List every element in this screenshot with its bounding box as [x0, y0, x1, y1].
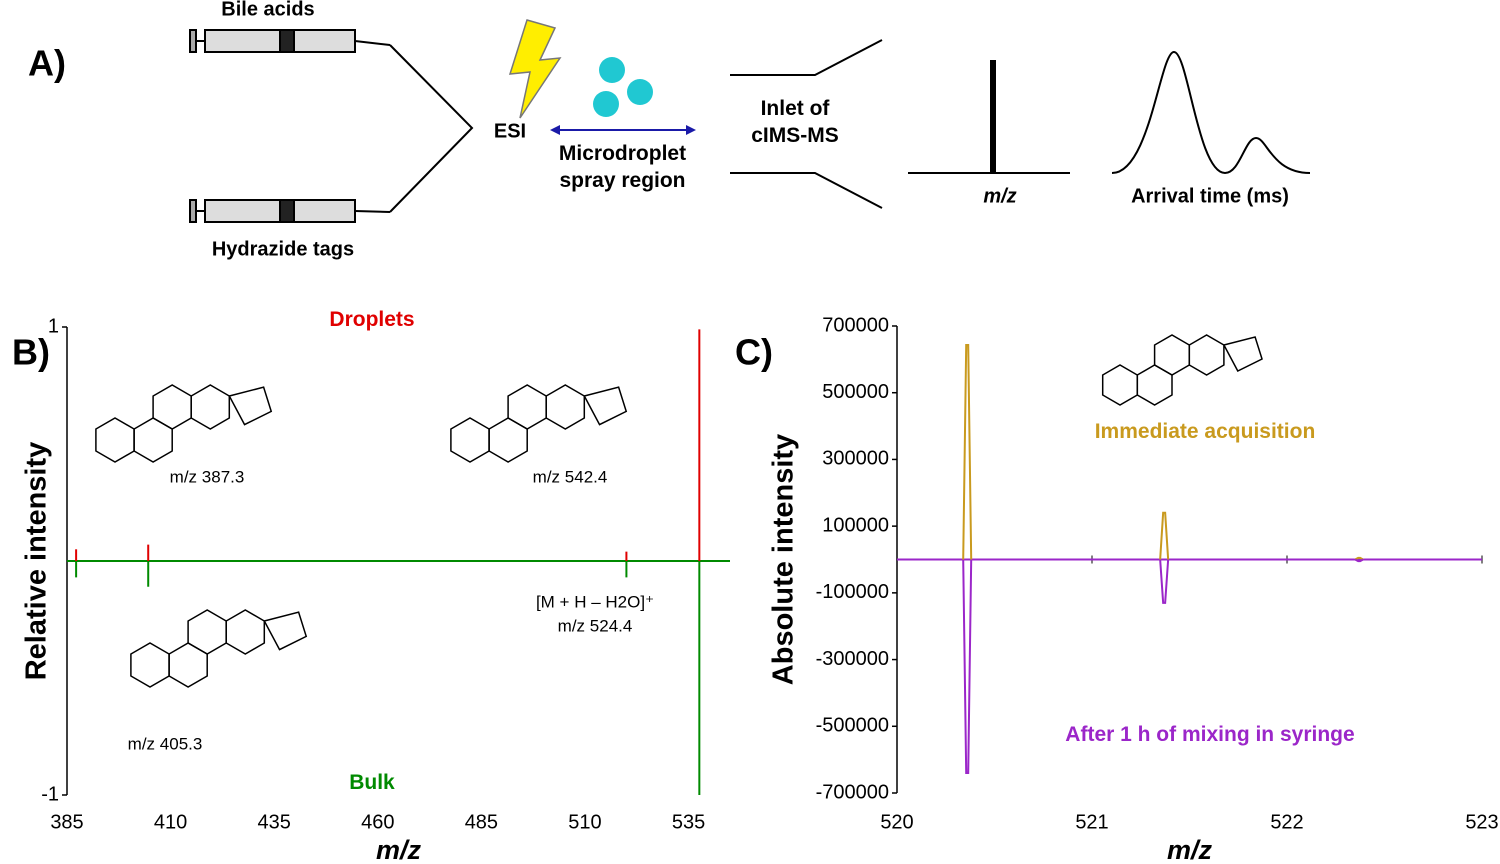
y-axis-label: Relative intensity	[21, 442, 53, 681]
spike	[962, 344, 973, 560]
structure-ring	[488, 417, 528, 463]
annotation: [M + H – H2O]⁺	[536, 592, 654, 611]
y-tick-label: -1	[41, 783, 59, 805]
panel-a-drawing	[189, 19, 1311, 223]
structure-ring	[225, 609, 266, 655]
x-tick-label: 410	[154, 811, 187, 833]
y-tick-label: -300000	[816, 648, 889, 670]
structure-ring	[583, 386, 628, 426]
y-tick-label: 100000	[822, 514, 889, 536]
y-tick-label: -500000	[816, 715, 889, 737]
y-axis-label: Absolute intensity	[768, 434, 800, 685]
x-tick-label: 522	[1270, 811, 1303, 833]
syringe-label: Hydrazide tags	[212, 238, 354, 260]
annotation: m/z 542.4	[533, 467, 608, 486]
x-tick-label: 523	[1465, 811, 1498, 833]
series-label: Bulk	[349, 771, 395, 794]
spike	[962, 559, 973, 774]
structure-ring	[187, 609, 227, 655]
annotation: m/z 387.3	[170, 467, 245, 486]
axis-label: m/z	[983, 185, 1016, 207]
source-label: ESI	[494, 120, 526, 142]
series-label: Droplets	[329, 308, 415, 331]
y-tick-label: 700000	[822, 314, 889, 336]
x-tick-label: 520	[880, 811, 913, 833]
spike	[1354, 556, 1364, 561]
structure-ring	[1153, 334, 1191, 376]
x-tick-label: 510	[568, 811, 601, 833]
structure-ring	[507, 384, 547, 430]
panel-label: C)	[735, 332, 773, 373]
spike	[1159, 559, 1170, 604]
structure-ring	[450, 417, 490, 463]
panel-label: B)	[12, 332, 50, 373]
y-tick-label: -100000	[816, 581, 889, 603]
spike	[1354, 558, 1364, 563]
lightning	[508, 19, 562, 119]
syringe-label: Bile acids	[221, 0, 314, 20]
x-tick-label: 485	[465, 811, 498, 833]
x-axis-label: m/z	[376, 835, 422, 864]
x-tick-label: 435	[258, 811, 291, 833]
y-tick-label: 300000	[822, 448, 889, 470]
panel-label: A)	[28, 43, 66, 84]
y-tick-label: 500000	[822, 381, 889, 403]
syringe	[189, 29, 391, 53]
x-axis-label: m/z	[1167, 835, 1213, 864]
x-tick-label: 535	[672, 811, 705, 833]
structure-ring	[263, 611, 308, 651]
syringe	[189, 199, 391, 223]
y-tick-label: 1	[48, 315, 59, 337]
structure-ring	[545, 384, 586, 430]
structure-ring	[1101, 364, 1139, 406]
structure-ring	[133, 417, 173, 463]
structure-ring	[1188, 334, 1225, 376]
x-tick-label: 385	[50, 811, 83, 833]
structure-ring	[130, 642, 170, 688]
series-label: Immediate acquisition	[1094, 420, 1316, 443]
inlet-label: Inlet of cIMS-MS	[751, 97, 839, 147]
structure-ring	[190, 384, 231, 430]
structure-ring	[95, 417, 135, 463]
region-label: Microdroplet spray region	[558, 142, 687, 192]
structure-ring	[168, 642, 208, 688]
annotation: m/z 405.3	[128, 734, 203, 753]
structure-ring	[228, 386, 273, 426]
series-label: After 1 h of mixing in syringe	[1065, 723, 1355, 746]
tubing	[389, 44, 474, 213]
structure-ring	[1136, 364, 1173, 406]
x-tick-label: 460	[361, 811, 394, 833]
arrival-curve	[1111, 50, 1311, 175]
annotation: m/z 524.4	[558, 616, 633, 635]
x-tick-label: 521	[1075, 811, 1108, 833]
axis-label: Arrival time (ms)	[1131, 185, 1289, 207]
structure-ring	[1222, 336, 1263, 372]
structure-ring	[152, 384, 192, 430]
y-tick-label: -700000	[816, 781, 889, 803]
spike	[1159, 511, 1170, 560]
